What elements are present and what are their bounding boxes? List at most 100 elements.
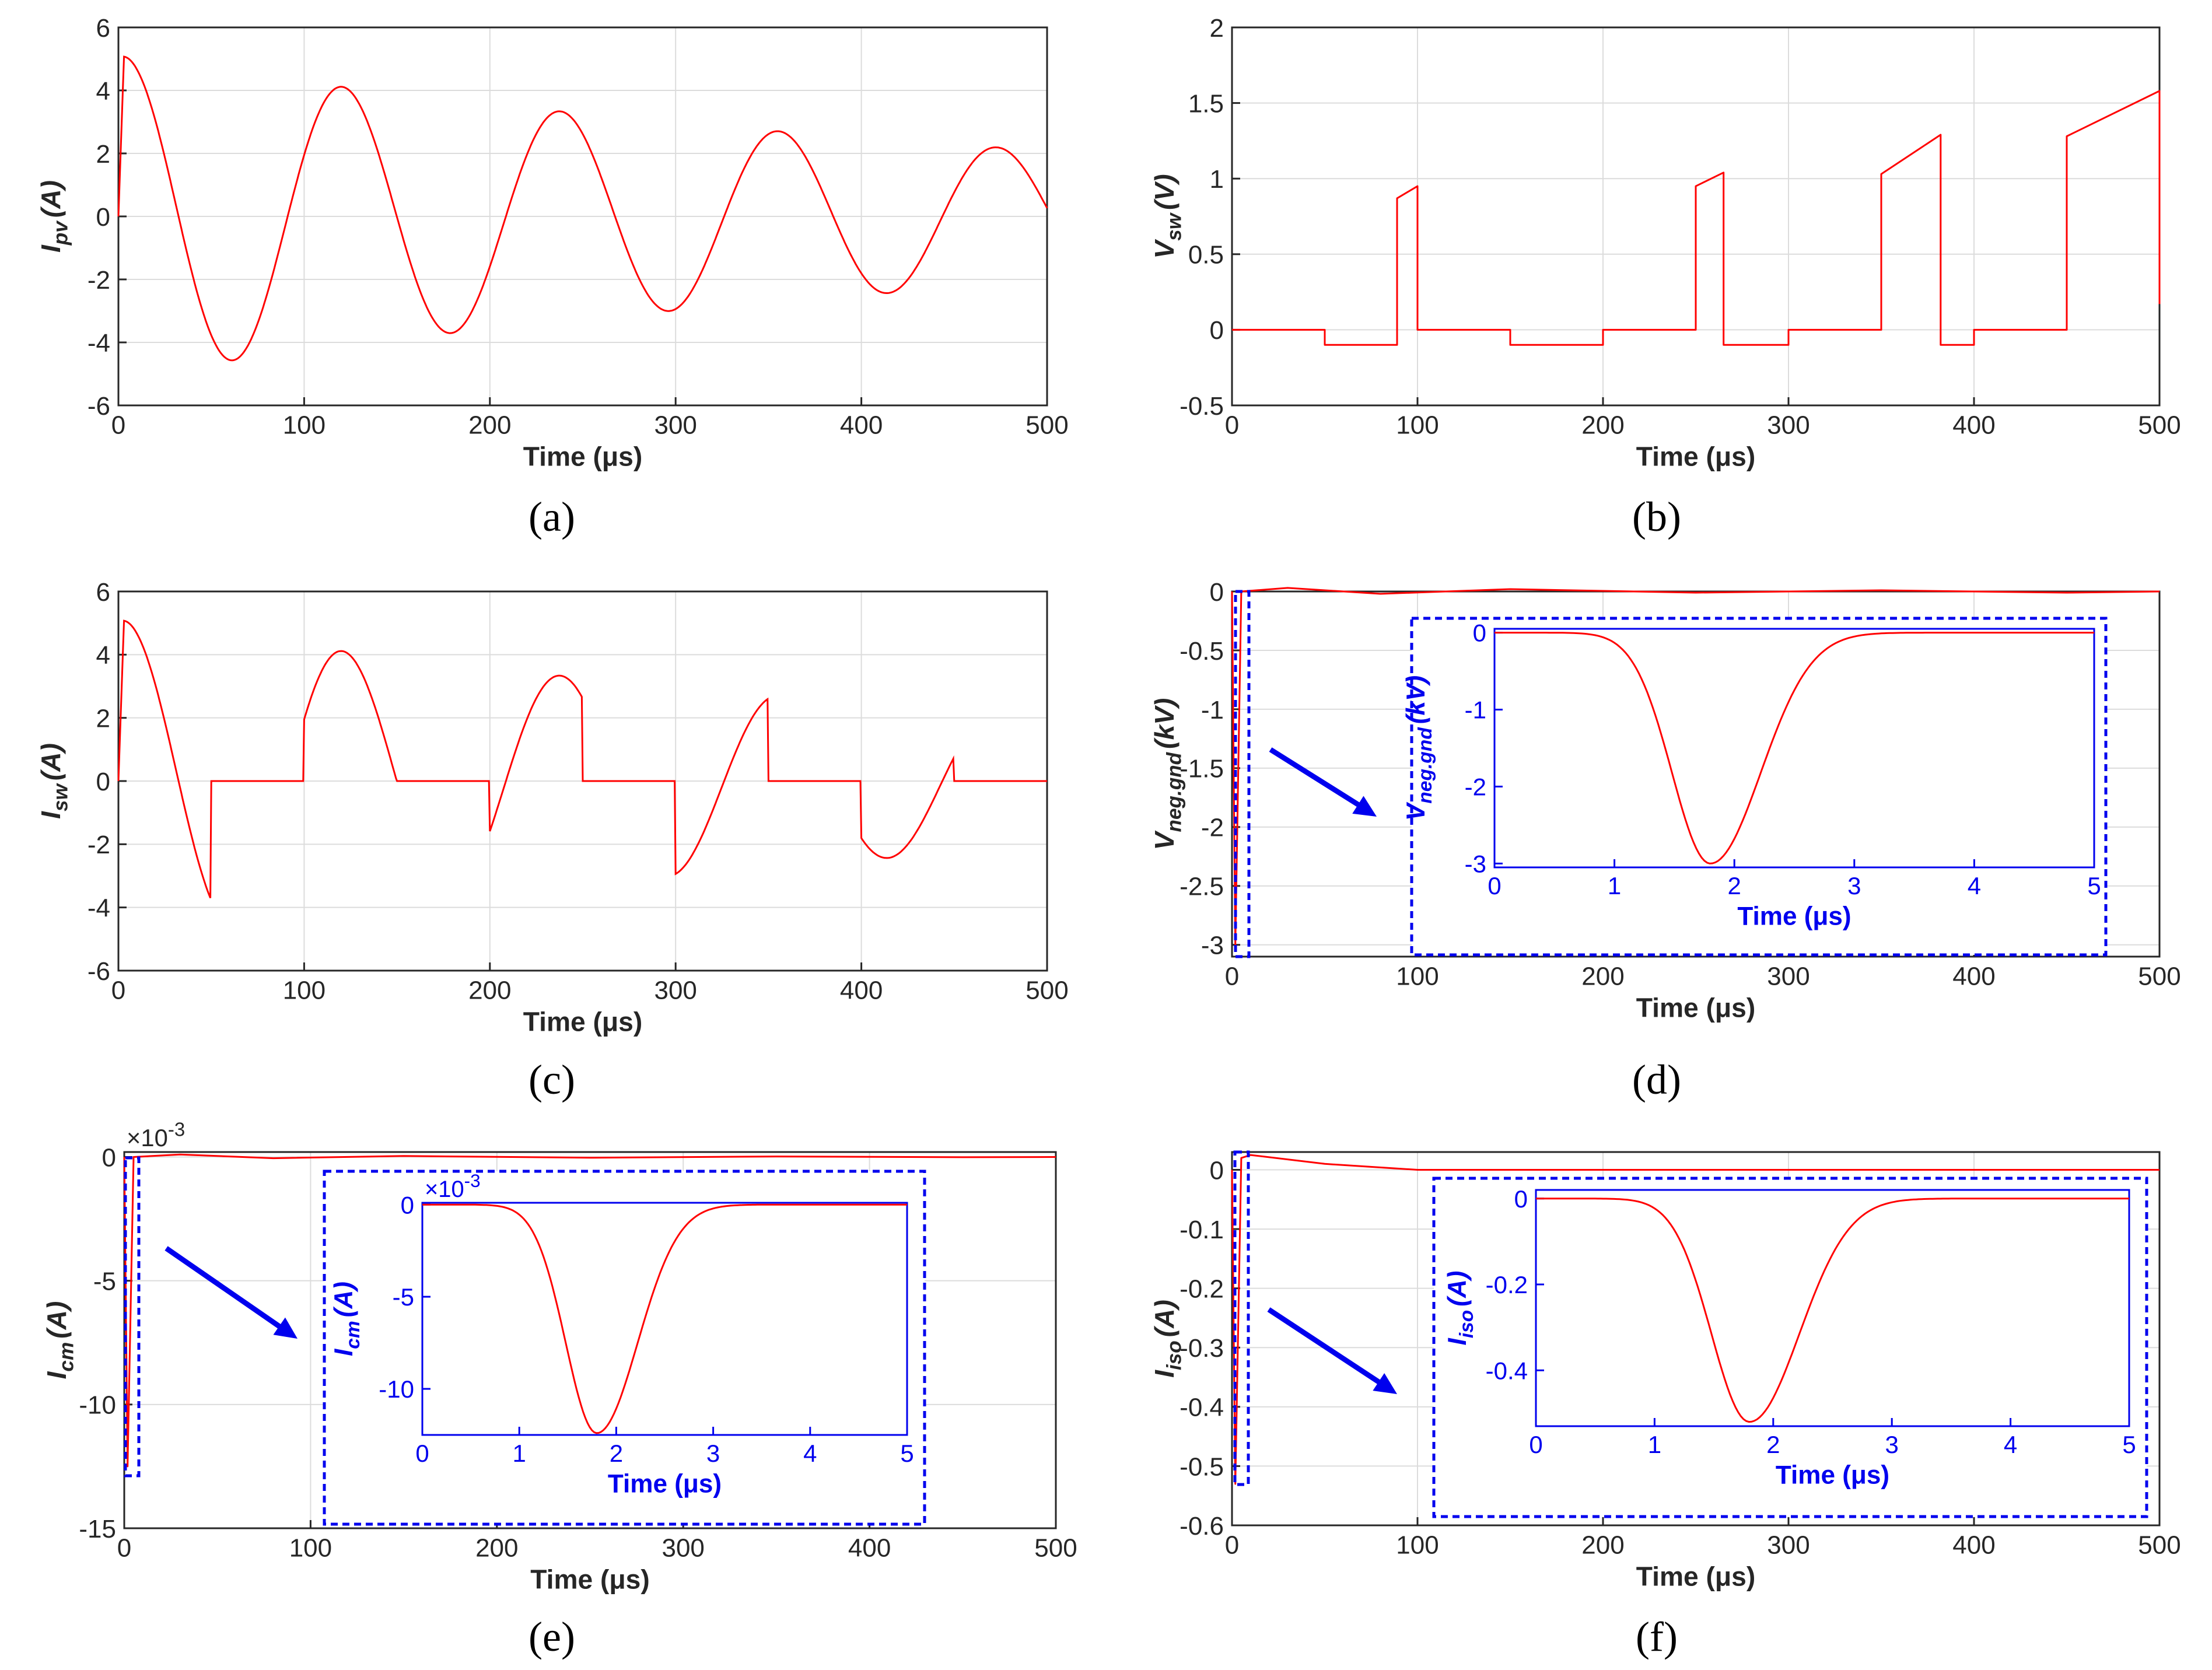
y-tick-label: -0.3 bbox=[1180, 1334, 1224, 1363]
zoom-arrow-shaft bbox=[1269, 747, 1368, 812]
y-label-subscript: neg.gnd bbox=[1163, 751, 1185, 832]
x-tick-label: 5 bbox=[2122, 1431, 2136, 1458]
x-tick-label: 300 bbox=[654, 976, 696, 1004]
chart-panel-d: 0 100 200 300 400 500-3-2.5-2-1.5-1-0.50Time … bbox=[1149, 578, 2181, 1103]
x-tick-label: 400 bbox=[1952, 411, 1995, 439]
y-tick-label: -2 bbox=[1201, 814, 1224, 842]
exponent-base: ×10 bbox=[425, 1177, 464, 1202]
x-tick-label: 0 bbox=[1225, 962, 1239, 990]
y-tick-label: 0 bbox=[96, 203, 110, 232]
x-tick-label: 5 bbox=[900, 1440, 914, 1467]
x-axis-label: Time (μs) bbox=[523, 441, 643, 471]
y-axis-label: Vsw(V) bbox=[1149, 174, 1185, 258]
series-line-d bbox=[1231, 587, 2160, 946]
y-label-symbol: I bbox=[36, 811, 66, 819]
y-tick-label: 0 bbox=[96, 768, 110, 796]
x-axis-label: Time (μs) bbox=[1737, 902, 1851, 931]
x-tick-label: 200 bbox=[475, 1534, 518, 1562]
x-tick-label: 1 bbox=[1608, 872, 1621, 899]
y-tick-label: -0.2 bbox=[1486, 1271, 1528, 1298]
x-axis-label: Time (μs) bbox=[1636, 1561, 1756, 1591]
zoom-region-box bbox=[1234, 590, 1251, 958]
y-tick-label: -2 bbox=[88, 831, 110, 859]
x-tick-label: 2 bbox=[1766, 1431, 1780, 1458]
exponent-power: -3 bbox=[464, 1170, 481, 1191]
y-tick-label: -6 bbox=[88, 392, 110, 421]
chart-panel-c: 0 100 200 300 400 500 -6 -4 -2 0 2 4 6 Time (μs) Isw (A… bbox=[36, 578, 1069, 1103]
y-tick-label: -0.5 bbox=[1180, 1452, 1224, 1481]
y-tick-label: -4 bbox=[88, 894, 110, 923]
axis-exponent: ×10-3 bbox=[127, 1118, 185, 1151]
y-label-unit: (A) bbox=[36, 180, 66, 218]
x-tick-label: 200 bbox=[1581, 1531, 1624, 1559]
x-tick-label: 500 bbox=[1026, 976, 1068, 1004]
series-line-e bbox=[123, 1153, 1056, 1468]
x-tick-label: 0 bbox=[1488, 872, 1501, 899]
x-tick-label: 2 bbox=[610, 1440, 623, 1467]
x-tick-label: 100 bbox=[1396, 411, 1438, 439]
x-tick-label: 100 bbox=[1396, 962, 1438, 990]
x-tick-label: 0 bbox=[415, 1440, 429, 1467]
y-tick-label: 6 bbox=[96, 14, 110, 43]
zoom-region-box bbox=[1233, 1150, 1250, 1486]
y-tick-label: -3 bbox=[1465, 850, 1486, 878]
y-axis-label: Icm(A) bbox=[41, 1301, 78, 1380]
y-tick-label: 4 bbox=[96, 641, 110, 670]
plot-frame bbox=[1493, 628, 2095, 869]
y-axis-label: Icm (A) bbox=[330, 1282, 364, 1356]
y-label-unit: (kV) bbox=[1402, 675, 1430, 724]
y-tick-label: -0.4 bbox=[1180, 1394, 1224, 1422]
inset-f: 0 1 2 3 4 5 -0.4 -0.2 0 Time (μs) Iiso (A) bbox=[1233, 1150, 2148, 1518]
subfigure-label: (b) bbox=[1632, 493, 1681, 540]
inset-frame bbox=[1432, 1177, 2148, 1518]
y-tick-label: -10 bbox=[79, 1391, 116, 1420]
y-tick-label: 4 bbox=[96, 77, 110, 106]
y-label-subscript: cm bbox=[342, 1321, 364, 1349]
y-tick-label: 0.5 bbox=[1188, 241, 1224, 269]
x-tick-label: 200 bbox=[468, 976, 511, 1004]
x-tick-label: 0 bbox=[117, 1534, 131, 1562]
zoom-arrow-shaft bbox=[164, 1246, 289, 1334]
plot-frame bbox=[1231, 1151, 2161, 1527]
x-axis-label: Time (μs) bbox=[1776, 1461, 1889, 1490]
series-line-b bbox=[1232, 90, 2161, 346]
y-tick-label: -0.4 bbox=[1486, 1357, 1528, 1384]
y-label-symbol: I bbox=[330, 1349, 358, 1356]
x-axis-label: Time (μs) bbox=[1636, 441, 1756, 471]
y-tick-label: 0 bbox=[401, 1191, 414, 1219]
zoom-arrow-head bbox=[1352, 796, 1377, 817]
x-tick-label: 100 bbox=[283, 411, 326, 439]
x-tick-label: 500 bbox=[2138, 962, 2180, 990]
x-tick-label: 100 bbox=[1396, 1531, 1438, 1559]
plot-frame bbox=[421, 1202, 908, 1436]
x-tick-label: 300 bbox=[1767, 962, 1810, 990]
zoom-arrow-head bbox=[1373, 1373, 1397, 1394]
y-tick-label: 6 bbox=[96, 578, 110, 607]
y-tick-label: -1 bbox=[1465, 696, 1486, 724]
y-label-unit: (A) bbox=[330, 1282, 358, 1317]
y-tick-label: -15 bbox=[79, 1515, 116, 1543]
y-tick-label: 2 bbox=[1210, 14, 1224, 43]
x-tick-label: 500 bbox=[2138, 411, 2180, 439]
y-tick-label: -0.1 bbox=[1180, 1216, 1224, 1244]
y-label-symbol: V bbox=[1149, 829, 1180, 850]
y-tick-label: -2 bbox=[1465, 773, 1486, 801]
x-tick-label: 400 bbox=[848, 1534, 891, 1562]
x-tick-label: 500 bbox=[1034, 1534, 1077, 1562]
y-tick-label: 2 bbox=[96, 140, 110, 169]
y-label-unit: (kV) bbox=[1149, 698, 1180, 749]
y-tick-label: 1.5 bbox=[1188, 89, 1224, 118]
y-tick-label: -0.5 bbox=[1180, 637, 1224, 666]
x-tick-label: 4 bbox=[1968, 872, 1981, 899]
x-tick-label: 0 bbox=[111, 976, 125, 1004]
x-tick-label: 0 bbox=[1225, 1531, 1239, 1559]
x-tick-label: 400 bbox=[840, 976, 883, 1004]
inset-e: 0 1 2 3 4 5 -10 -5 0 Time (μs) Icm (A) ×10-3 bbox=[124, 1156, 926, 1526]
y-axis-label: Iiso (A) bbox=[1443, 1271, 1478, 1346]
x-tick-label: 300 bbox=[1767, 411, 1810, 439]
x-axis-label: Time (μs) bbox=[530, 1564, 650, 1594]
x-axis-label: Time (μs) bbox=[608, 1470, 722, 1499]
x-tick-label: 100 bbox=[283, 976, 326, 1004]
